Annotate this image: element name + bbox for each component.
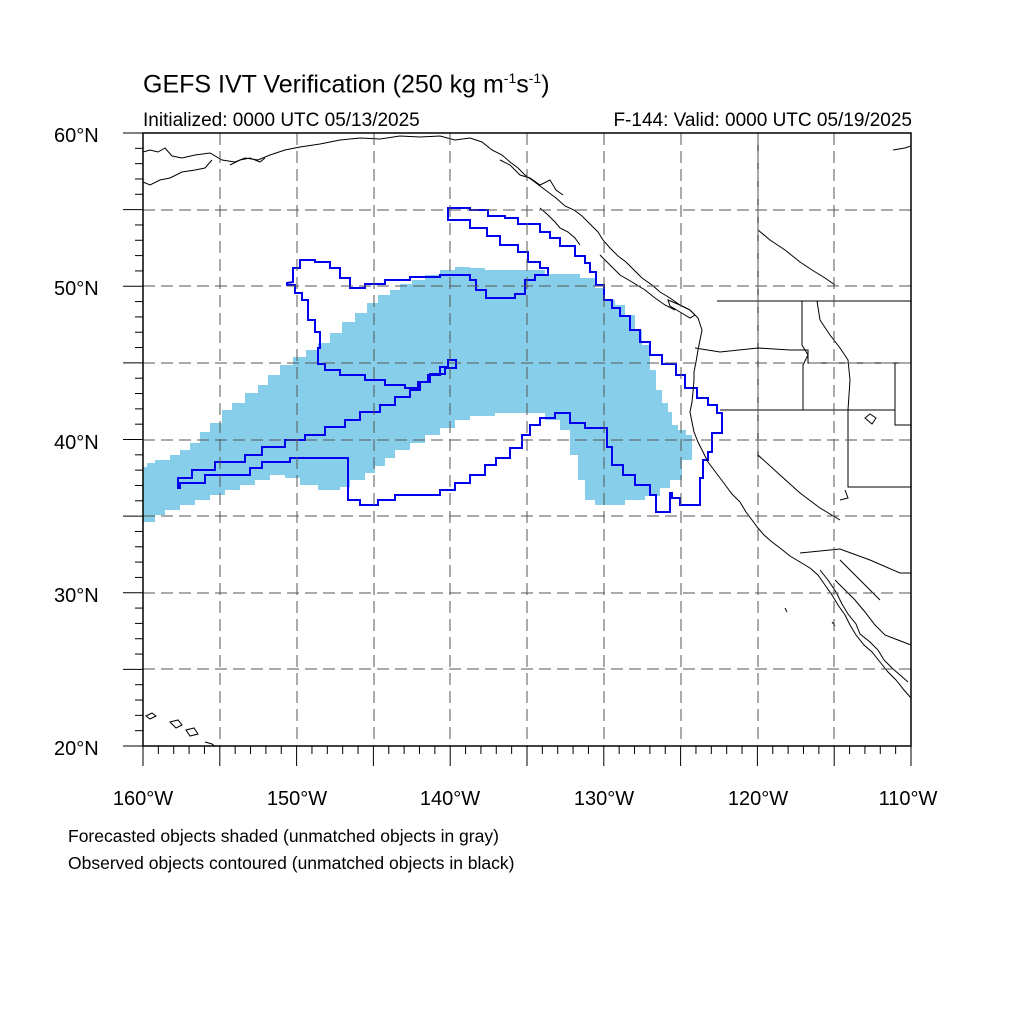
map-title: GEFS IVT Verification (250 kg m-1s-1) [143,70,550,99]
initialized-time: Initialized: 0000 UTC 05/13/2025 [143,110,420,131]
lat-label-50: 50°N [54,278,99,300]
lat-label-40: 40°N [54,432,99,454]
legend-observed-note: Observed objects contoured (unmatched ob… [68,853,515,873]
forecast-object-fill [143,267,692,522]
legend-forecast-note: Forecasted objects shaded (unmatched obj… [68,826,499,846]
graticule [143,133,911,746]
observed-object-contour-north [177,207,723,513]
lat-label-30: 30°N [54,585,99,607]
tick-marks [123,132,912,766]
lon-label-140w: 140°W [420,788,480,810]
coastlines [143,133,911,746]
lon-label-160w: 160°W [113,788,173,810]
lat-label-60: 60°N [54,125,99,147]
lon-label-130w: 130°W [574,788,634,810]
valid-time: F-144: Valid: 0000 UTC 05/19/2025 [613,110,912,131]
lon-label-120w: 120°W [728,788,788,810]
lat-label-20: 20°N [54,738,99,760]
lon-label-110w: 110°W [879,788,938,810]
lon-label-150w: 150°W [267,788,327,810]
